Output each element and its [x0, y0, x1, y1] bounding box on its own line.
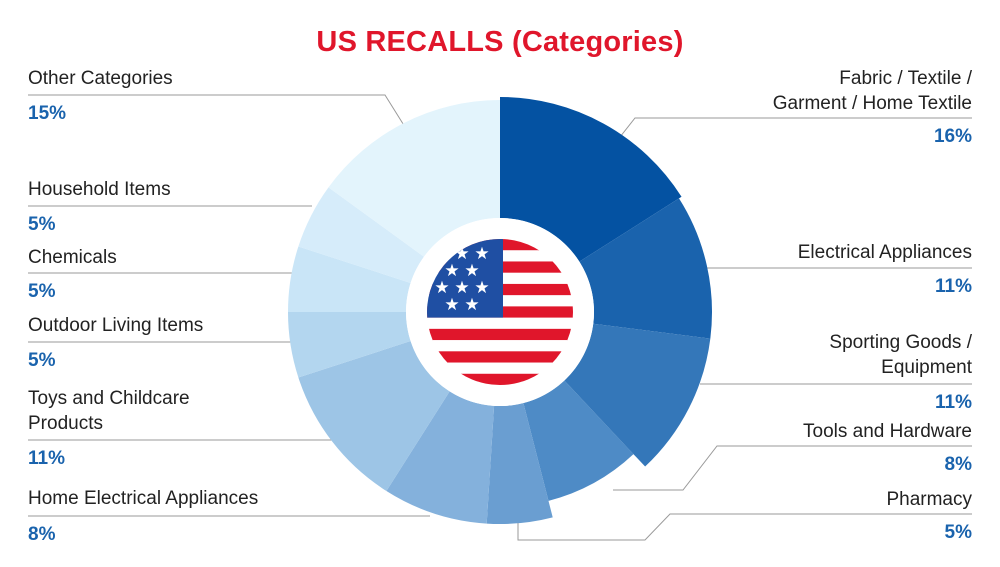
slice-label-7: Toys and Childcare Products — [28, 386, 190, 436]
slice-label-10: Household Items — [28, 177, 171, 202]
slice-label-line: Garment / Home Textile — [772, 93, 972, 114]
slice-value-2: 11% — [935, 276, 972, 297]
svg-text:★: ★ — [474, 244, 489, 264]
svg-text:★: ★ — [464, 295, 479, 315]
pie-slice-3 — [564, 323, 711, 467]
slice-label-line: Tools and Hardware — [803, 421, 972, 442]
slice-value-3: 11% — [935, 392, 972, 413]
svg-text:★: ★ — [474, 278, 489, 298]
svg-text:★: ★ — [444, 295, 459, 315]
slice-label-line: Toys and Childcare — [28, 388, 190, 409]
slice-label-5: Pharmacy — [886, 487, 972, 512]
slice-value-4: 8% — [944, 454, 972, 475]
slice-value-6: 8% — [28, 524, 56, 545]
slice-label-4: Tools and Hardware — [803, 419, 972, 444]
slice-label-line: Fabric / Textile / — [839, 68, 972, 89]
pie-slices — [288, 97, 713, 525]
pie-slice-6 — [386, 391, 495, 524]
slice-label-2: Electrical Appliances — [798, 240, 972, 265]
slice-label-line: Outdoor Living Items — [28, 315, 204, 336]
leader-line-5 — [517, 513, 972, 541]
slice-value-10: 5% — [28, 214, 56, 235]
slice-value-8: 5% — [28, 350, 56, 371]
slice-label-line: Chemicals — [28, 247, 117, 268]
slice-value-1: 16% — [933, 126, 972, 147]
pie-slice-8 — [288, 312, 411, 378]
slice-value-7: 11% — [28, 448, 65, 469]
pie-slice-10 — [298, 187, 424, 283]
slice-label-line: Other Categories — [28, 68, 173, 89]
leader-line-4 — [613, 445, 972, 491]
leader-line-1 — [619, 117, 972, 138]
slice-label-line: Electrical Appliances — [797, 242, 972, 263]
slice-label-3: Sporting Goods / Equipment — [829, 330, 972, 380]
pie-slice-11 — [328, 100, 500, 257]
svg-text:★: ★ — [444, 261, 459, 281]
us-flag-icon: ★★★★★★★★★★ — [406, 218, 594, 406]
chart-title: US RECALLS (Categories) — [316, 26, 684, 58]
pie-slice-2 — [579, 198, 713, 339]
slice-label-11: Other Categories — [28, 66, 173, 91]
svg-text:★: ★ — [464, 261, 479, 281]
slice-label-line: Equipment — [881, 357, 972, 378]
pie-slice-4 — [523, 380, 634, 501]
pie-slice-9 — [288, 246, 411, 312]
pie-slice-7 — [298, 341, 450, 491]
slice-label-line: Household Items — [28, 179, 171, 200]
pie-slice-5 — [486, 403, 553, 525]
slice-value-11: 15% — [28, 103, 67, 124]
slice-label-1: Fabric / Textile / Garment / Home Textile — [773, 66, 972, 116]
slice-label-8: Outdoor Living Items — [28, 313, 203, 338]
pie-slice-1 — [500, 97, 682, 262]
leader-lines — [28, 94, 972, 541]
slice-value-9: 5% — [28, 281, 56, 302]
leader-line-11 — [28, 94, 406, 128]
slice-label-9: Chemicals — [28, 245, 117, 270]
svg-text:★: ★ — [434, 278, 449, 298]
slice-label-line: Pharmacy — [886, 489, 972, 510]
slice-label-line: Sporting Goods / — [829, 332, 972, 353]
slice-label-line: Home Electrical Appliances — [28, 488, 259, 509]
slice-label-line: Products — [28, 413, 103, 434]
slice-label-6: Home Electrical Appliances — [28, 486, 258, 511]
slice-value-5: 5% — [944, 522, 972, 543]
svg-text:★: ★ — [454, 278, 469, 298]
